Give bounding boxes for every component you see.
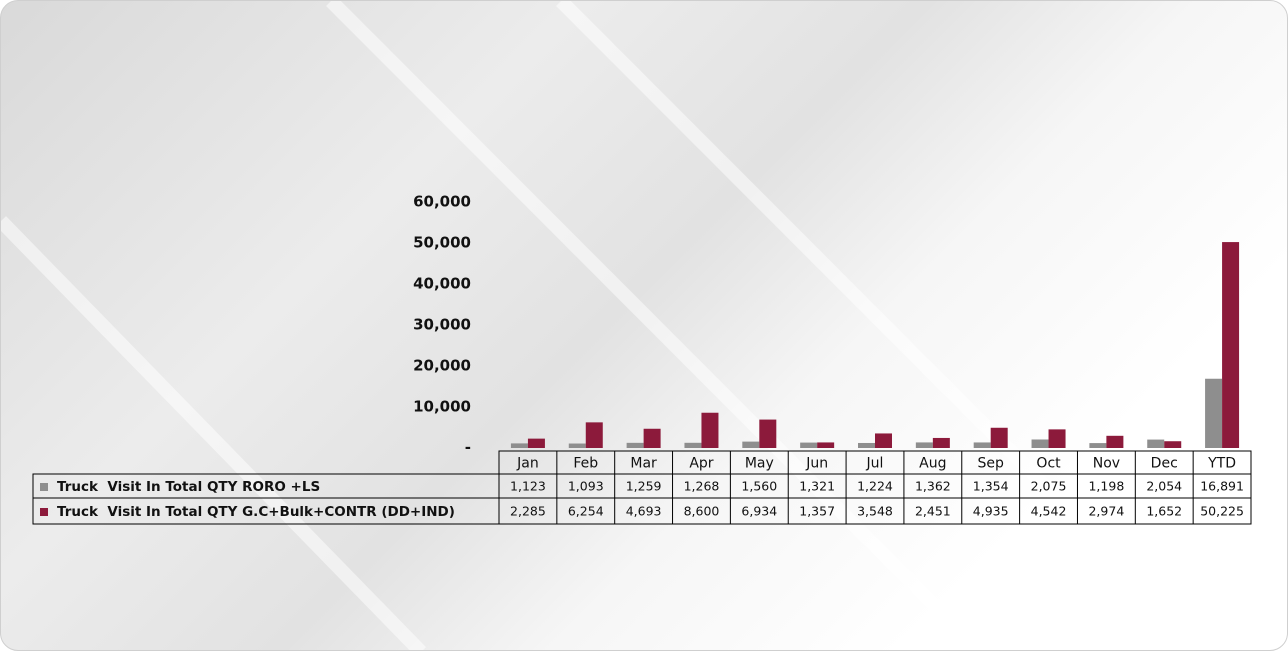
- table-value: 1,357: [799, 504, 835, 519]
- table-value: 1,652: [1146, 504, 1182, 519]
- table-value: 6,934: [741, 504, 777, 519]
- bar: [627, 443, 644, 448]
- bar: [644, 429, 661, 448]
- table-value: 4,935: [973, 504, 1009, 519]
- legend-label: Truck Visit In Total QTY G.C+Bulk+CONTR …: [57, 504, 455, 520]
- y-tick-label: 10,000: [413, 398, 471, 416]
- x-tick-label: Nov: [1093, 456, 1120, 472]
- x-tick-label: Jun: [805, 456, 828, 472]
- table-value: 1,268: [684, 479, 720, 494]
- y-tick-label: 30,000: [413, 316, 471, 334]
- table-value: 4,542: [1031, 504, 1067, 519]
- x-tick-label: Jul: [866, 456, 884, 472]
- bar: [991, 428, 1008, 448]
- x-tick-label: Apr: [689, 456, 713, 472]
- x-tick-label: Mar: [630, 456, 657, 472]
- table-value: 2,285: [510, 504, 546, 519]
- background-panel: - 10,000 20,000 30,000 40,000 50,000 60,000 Jan…: [0, 0, 1288, 651]
- bar: [875, 433, 892, 448]
- table-value: 1,093: [568, 479, 604, 494]
- bar: [1106, 436, 1123, 448]
- table-value: 2,974: [1088, 504, 1124, 519]
- legend-marker: [40, 483, 48, 491]
- bar: [1222, 242, 1239, 448]
- table-value: 1,362: [915, 479, 951, 494]
- y-tick-label: 60,000: [413, 193, 471, 211]
- bar: [569, 444, 586, 448]
- table-value: 1,123: [510, 479, 546, 494]
- table-value: 4,693: [626, 504, 662, 519]
- table-value: 8,600: [684, 504, 720, 519]
- chart: - 10,000 20,000 30,000 40,000 50,000 60,000 Jan…: [1, 1, 1288, 651]
- bar: [817, 442, 834, 448]
- table-value: 1,560: [741, 479, 777, 494]
- bar: [1205, 379, 1222, 448]
- bar: [1089, 443, 1106, 448]
- x-tick-label: Jan: [516, 456, 539, 472]
- bar: [511, 443, 528, 448]
- table-value: 1,198: [1088, 479, 1124, 494]
- legend-marker: [40, 508, 48, 516]
- table-value: 50,225: [1200, 504, 1244, 519]
- texture: [1, 1, 1211, 651]
- table-value: 2,451: [915, 504, 951, 519]
- table-value: 1,321: [799, 479, 835, 494]
- x-tick-label: Sep: [977, 456, 1004, 472]
- y-tick-label: 20,000: [413, 357, 471, 375]
- x-tick-label: Feb: [573, 456, 598, 472]
- x-tick-label: May: [745, 456, 774, 472]
- bar: [858, 443, 875, 448]
- table-value: 3,548: [857, 504, 893, 519]
- table-value: 6,254: [568, 504, 604, 519]
- bar: [1049, 429, 1066, 448]
- bar: [759, 420, 776, 448]
- table-value: 2,075: [1031, 479, 1067, 494]
- x-tick-label: Aug: [919, 456, 946, 472]
- table-value: 1,354: [973, 479, 1009, 494]
- bar: [974, 442, 991, 448]
- table-value: 1,259: [626, 479, 662, 494]
- table-value: 2,054: [1146, 479, 1182, 494]
- bar: [933, 438, 950, 448]
- bar: [528, 439, 545, 448]
- table-value: 1,224: [857, 479, 893, 494]
- legend-label: Truck Visit In Total QTY RORO +LS: [57, 479, 320, 495]
- bar: [684, 443, 701, 448]
- bar: [1147, 440, 1164, 448]
- bar: [1164, 441, 1181, 448]
- y-tick-label: -: [465, 439, 471, 457]
- bar: [916, 442, 933, 448]
- bar: [800, 443, 817, 448]
- bar: [1032, 439, 1049, 448]
- bar: [742, 442, 759, 448]
- bar: [586, 422, 603, 448]
- y-tick-label: 40,000: [413, 275, 471, 293]
- x-tick-label: Oct: [1036, 456, 1061, 472]
- bar: [701, 413, 718, 448]
- x-tick-label: YTD: [1207, 456, 1236, 472]
- table-value: 16,891: [1200, 479, 1244, 494]
- x-tick-label: Dec: [1151, 456, 1178, 472]
- y-tick-label: 50,000: [413, 234, 471, 252]
